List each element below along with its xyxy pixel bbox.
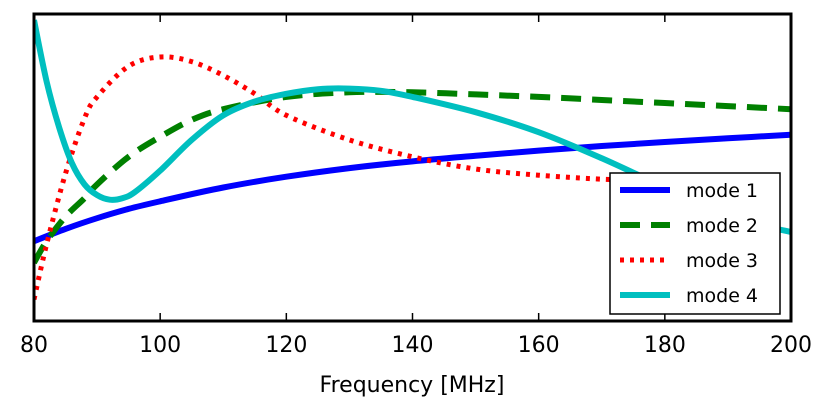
x-tick-label: 180 — [644, 333, 686, 358]
x-axis-label: Frequency [MHz] — [320, 373, 505, 398]
x-tick-label: 160 — [518, 333, 560, 358]
series-line-mode-3 — [34, 54, 634, 301]
series-line-mode-4 — [34, 19, 791, 235]
x-axis-ticks: 80 100 120 140 160 180 200 — [20, 14, 812, 358]
legend-label: mode 4 — [686, 285, 758, 307]
x-tick-label: 120 — [265, 333, 307, 358]
series-layer — [34, 19, 791, 301]
x-tick-label: 100 — [139, 333, 181, 358]
legend-label: mode 2 — [686, 215, 758, 237]
legend-box — [609, 172, 781, 315]
legend-item: mode 4 — [620, 285, 758, 307]
legend-item: mode 3 — [620, 250, 758, 272]
legend-label: mode 3 — [686, 250, 758, 272]
x-tick-label: 140 — [392, 333, 434, 358]
series-line-mode-1 — [34, 131, 791, 244]
legend-item: mode 1 — [620, 180, 758, 202]
x-tick-label: 80 — [20, 333, 48, 358]
legend-item: mode 2 — [620, 215, 758, 237]
legend-label: mode 1 — [686, 180, 758, 202]
x-tick-label: 200 — [770, 333, 812, 358]
legend: mode 1 mode 2 mode 3 mode 4 — [609, 172, 781, 315]
